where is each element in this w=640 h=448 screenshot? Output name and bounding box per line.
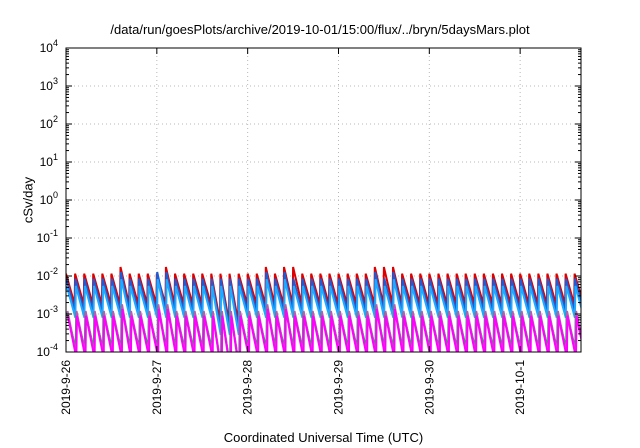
y-tick-exponent: 4 — [53, 38, 58, 48]
x-tick-label: 2019-9-30 — [422, 360, 436, 415]
series-line-6 — [66, 308, 581, 352]
x-tick-label: 2019-10-1 — [513, 360, 527, 415]
y-tick-exponent: 1 — [53, 152, 58, 162]
y-tick-label: 104 — [40, 38, 58, 55]
y-tick-exponent: 2 — [53, 114, 58, 124]
plot-frame — [65, 47, 582, 353]
y-tick-exponent: -2 — [50, 266, 58, 276]
y-tick-label: 100 — [40, 190, 58, 207]
x-tick-label: 2019-9-28 — [241, 360, 255, 415]
y-tick-exponent: 3 — [53, 76, 58, 86]
y-tick-label: 10-4 — [37, 342, 58, 359]
y-tick-exponent: -4 — [50, 342, 58, 352]
y-tick-label: 10-3 — [37, 304, 58, 321]
series-group — [66, 266, 581, 352]
x-tick-label: 2019-9-27 — [150, 360, 164, 415]
y-tick-exponent: -3 — [50, 304, 58, 314]
x-axis-label: Coordinated Universal Time (UTC) — [223, 430, 424, 445]
y-tick-label: 101 — [40, 152, 58, 169]
y-tick-label: 10-1 — [37, 228, 58, 245]
x-tick-label: 2019-9-26 — [59, 360, 73, 415]
y-tick-exponent: 0 — [53, 190, 58, 200]
y-tick-label: 102 — [40, 114, 58, 131]
y-tick-label: 103 — [40, 76, 58, 93]
y-tick-label: 10-2 — [37, 266, 58, 283]
chart-title: /data/run/goesPlots/archive/2019-10-01/1… — [110, 22, 530, 37]
y-tick-exponent: -1 — [50, 228, 58, 238]
x-tick-label: 2019-9-29 — [331, 360, 345, 415]
